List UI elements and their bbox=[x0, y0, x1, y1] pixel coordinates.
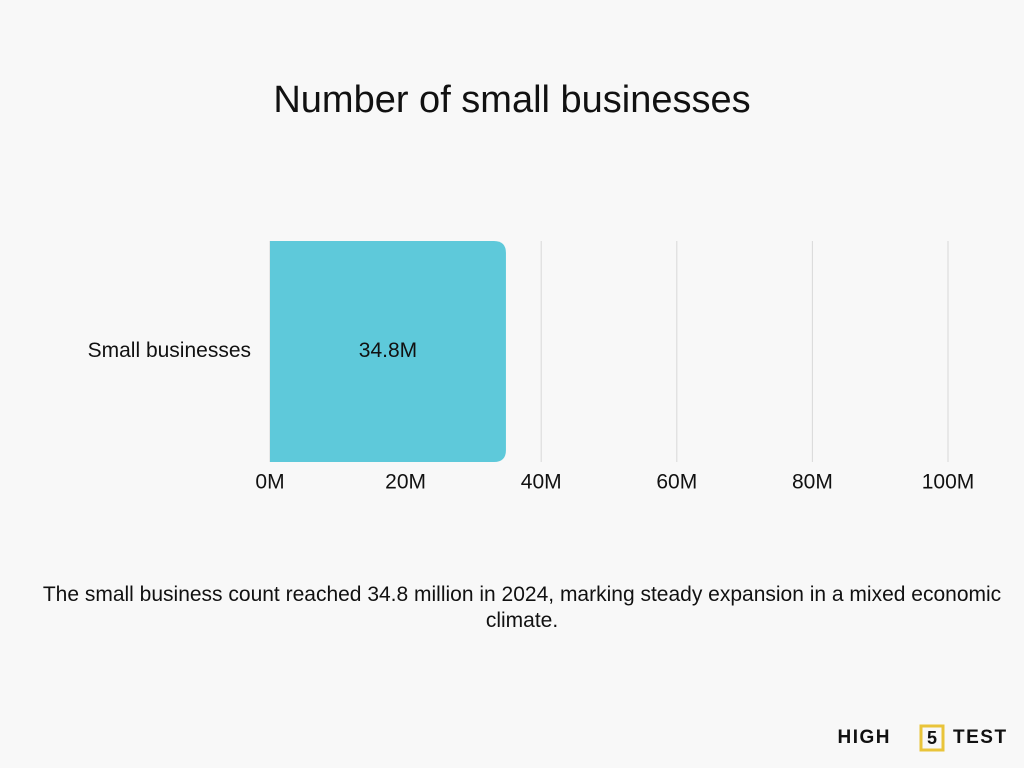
y-tick-label: Small businesses bbox=[88, 339, 251, 362]
caption: The small business count reached 34.8 mi… bbox=[42, 583, 1002, 632]
brand-box bbox=[919, 724, 945, 752]
x-tick-label: 20M bbox=[385, 471, 426, 494]
x-tick-label: 80M bbox=[792, 471, 833, 494]
brand-left: HIGH bbox=[838, 727, 892, 748]
x-tick-label: 60M bbox=[656, 471, 697, 494]
bar bbox=[270, 241, 506, 462]
brand-middle: 5 bbox=[927, 728, 937, 748]
value-label: 34.8M bbox=[359, 339, 417, 362]
brand-right: TEST bbox=[953, 727, 1008, 748]
bars: 34.8M bbox=[270, 241, 506, 462]
chart-title: Number of small businesses bbox=[273, 79, 750, 121]
x-tick-label: 40M bbox=[521, 471, 562, 494]
x-tick-label: 0M bbox=[255, 471, 284, 494]
x-tick-label: 100M bbox=[922, 471, 975, 494]
